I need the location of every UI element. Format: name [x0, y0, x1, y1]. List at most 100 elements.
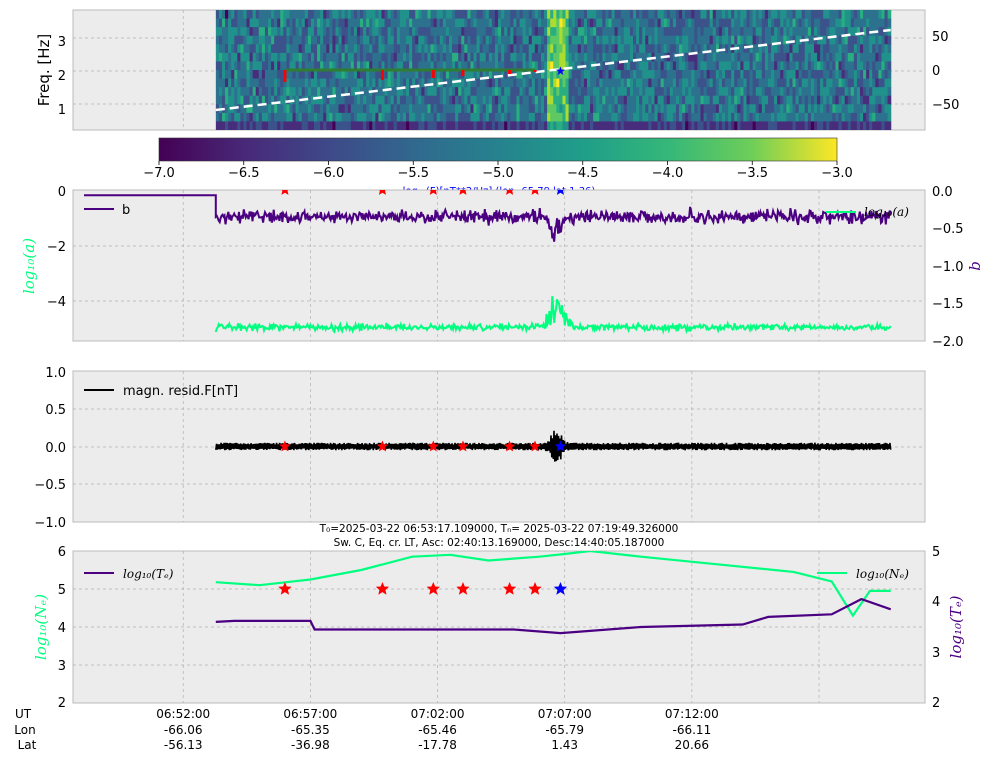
heatmap-cell [780, 18, 784, 28]
heatmap-cell [356, 70, 361, 79]
heatmap-cell [519, 112, 524, 122]
heatmap-cell [494, 70, 499, 79]
heatmap-cell [608, 61, 613, 71]
heatmap-cell [721, 70, 726, 79]
heatmap-cell [823, 104, 827, 114]
heatmap-cell [602, 52, 606, 62]
heatmap-cell [648, 70, 653, 79]
heatmap-cell [341, 78, 346, 88]
heatmap-cell [633, 112, 637, 122]
heatmap-cell [835, 121, 840, 130]
heatmap-cell [672, 121, 677, 130]
heatmap-cell [498, 44, 502, 54]
heatmap-cell [869, 95, 873, 105]
heatmap-cell [258, 95, 263, 105]
heatmap-cell [409, 121, 413, 130]
heatmap-cell [829, 112, 833, 122]
heatmap-cell [660, 95, 665, 105]
heatmap-cell [734, 27, 738, 37]
heatmap-cell [651, 112, 656, 122]
heatmap-cell [455, 87, 459, 97]
heatmap-cell [399, 78, 404, 88]
heatmap-cell [565, 78, 570, 88]
heatmap-cell [626, 52, 631, 62]
heatmap-cell [488, 10, 493, 19]
heatmap-cell [820, 27, 824, 37]
heatmap-cell [863, 70, 867, 79]
heatmap-cell [384, 87, 389, 97]
heatmap-cell [430, 27, 435, 37]
heatmap-cell [721, 10, 726, 19]
heatmap-cell [406, 61, 410, 71]
heatmap-cell [559, 27, 564, 37]
heatmap-cell [826, 18, 830, 28]
heatmap-cell [482, 61, 487, 71]
panel4-title-line2: Sw. C, Eq. cr. LT, Asc: 02:40:13.169000,… [334, 537, 665, 549]
heatmap-cell [415, 78, 419, 88]
heatmap-cell [660, 104, 665, 114]
heatmap-cell [847, 121, 852, 130]
heatmap-cell [338, 104, 343, 114]
heatmap-cell [513, 52, 518, 62]
heatmap-cell [261, 104, 266, 114]
heatmap-cell [743, 121, 748, 130]
heatmap-cell [464, 70, 468, 79]
heatmap-cell [317, 52, 321, 62]
heatmap-cell [240, 87, 245, 97]
heatmap-cell [264, 27, 269, 37]
heatmap-cell [393, 18, 398, 28]
heatmap-cell [225, 61, 229, 71]
heatmap-cell [280, 87, 284, 97]
heatmap-cell [731, 27, 735, 37]
heatmap-cell [215, 27, 220, 37]
heatmap-cell [783, 61, 787, 71]
heatmap-cell [571, 10, 576, 19]
heatmap-cell [639, 61, 643, 71]
heatmap-cell [669, 78, 674, 88]
heatmap-cell [813, 10, 818, 19]
heatmap-cell [777, 44, 781, 54]
heatmap-cell [789, 87, 794, 97]
heatmap-cell [482, 10, 487, 19]
heatmap-cell [547, 95, 551, 105]
heatmap-cell [574, 95, 579, 105]
heatmap-cell [455, 52, 459, 62]
heatmap-cell [399, 18, 404, 28]
heatmap-cell [580, 44, 585, 54]
heatmap-cell [461, 10, 465, 19]
heatmap-cell [642, 52, 646, 62]
heatmap-cell [587, 35, 591, 45]
heatmap-cell [271, 61, 275, 71]
heatmap-cell [252, 10, 257, 19]
heatmap-cell [338, 61, 343, 71]
heatmap-cell [767, 95, 772, 105]
heatmap-cell [295, 95, 300, 105]
heatmap-cell [237, 112, 241, 122]
heatmap-cell [504, 104, 508, 114]
heatmap-cell [424, 44, 429, 54]
heatmap-cell [537, 121, 542, 130]
heatmap-cell [326, 44, 330, 54]
heatmap-cell [568, 121, 573, 130]
heatmap-cell [384, 112, 389, 122]
heatmap-cell [301, 61, 306, 71]
panel3-ytick-0: 0.0 [45, 441, 66, 456]
heatmap-cell [813, 70, 818, 79]
heatmap-cell [366, 121, 370, 130]
heatmap-cell [525, 18, 530, 28]
heatmap-cell [461, 27, 465, 37]
heatmap-cell [835, 35, 840, 45]
heatmap-cell [721, 18, 726, 28]
heatmap-cell [599, 18, 603, 28]
heatmap-cell [522, 95, 527, 105]
heatmap-cell [571, 61, 576, 71]
heatmap-cell [712, 78, 717, 88]
heatmap-cell [749, 112, 754, 122]
heatmap-cell [642, 121, 646, 130]
heatmap-cell [801, 27, 806, 37]
heatmap-cell [356, 78, 361, 88]
heatmap-cell [648, 87, 653, 97]
heatmap-cell [614, 10, 619, 19]
heatmap-cell [847, 87, 852, 97]
heatmap-cell [620, 78, 625, 88]
